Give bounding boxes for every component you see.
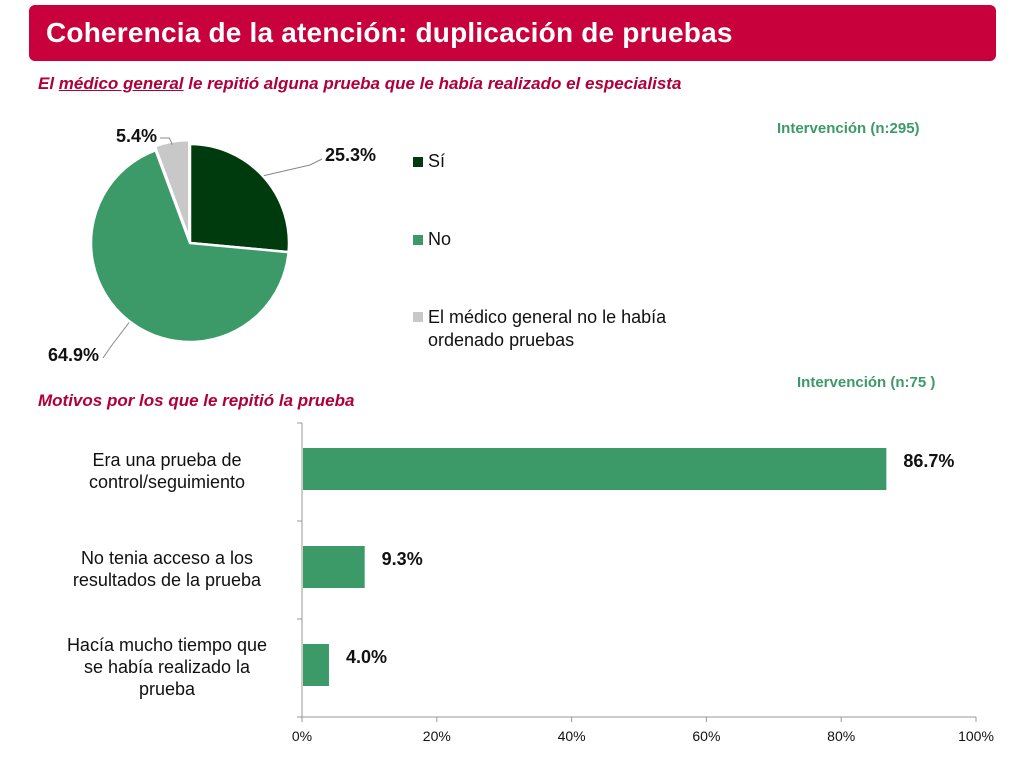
x-tick-label: 60% bbox=[692, 728, 720, 744]
pie-subtitle: El médico general le repitió alguna prue… bbox=[38, 74, 681, 94]
pie-subtitle-post: le repitió alguna prueba que le había re… bbox=[183, 74, 682, 93]
x-tick-label: 40% bbox=[558, 728, 586, 744]
bar-sample-size: Intervención (n:75 ) bbox=[797, 374, 936, 391]
pie-leader-line bbox=[263, 158, 323, 177]
bar-category-label: Era una prueba de control/seguimiento bbox=[47, 449, 287, 493]
pie-leader-line bbox=[160, 137, 173, 145]
pie-subtitle-pre: El bbox=[38, 74, 59, 93]
bar-value-label: 9.3% bbox=[382, 549, 423, 569]
category-2-line1: No tenia acceso a los bbox=[80, 548, 254, 568]
legend-swatch-si bbox=[413, 157, 423, 167]
bar bbox=[303, 644, 329, 686]
pie-slice-none bbox=[153, 138, 191, 240]
x-tick-label: 0% bbox=[292, 728, 312, 744]
page-title: Coherencia de la atención: duplicación d… bbox=[46, 17, 733, 48]
pie-label-none: 5.4% bbox=[116, 126, 157, 146]
bar-value-label: 86.7% bbox=[903, 451, 954, 471]
legend-label-none: El médico general no le había ordenado pr… bbox=[428, 306, 666, 352]
legend-item-si: Sí bbox=[413, 151, 445, 172]
legend-label-none-line1: El médico general no le había bbox=[428, 307, 667, 327]
legend-item-no: No bbox=[413, 229, 451, 250]
legend-label-none-line2: ordenado pruebas bbox=[428, 330, 575, 350]
legend-item-none: El médico general no le había ordenado pr… bbox=[413, 306, 666, 352]
bar-category-label: No tenia acceso a los resultados de la pr… bbox=[47, 547, 287, 591]
category-3-line2: se había realizado la bbox=[83, 657, 251, 677]
bar bbox=[303, 448, 887, 490]
pie-label-no: 64.9% bbox=[48, 345, 99, 365]
x-tick-label: 20% bbox=[423, 728, 451, 744]
legend-label-no: No bbox=[428, 229, 452, 249]
x-tick-label: 80% bbox=[827, 728, 855, 744]
legend-swatch-no bbox=[413, 235, 423, 245]
category-1-line2: control/seguimiento bbox=[88, 472, 246, 492]
pie-leader-line bbox=[102, 322, 130, 359]
pie-label-si: 25.3% bbox=[325, 145, 376, 165]
pie-slice-si bbox=[188, 142, 291, 254]
title-bar: Coherencia de la atención: duplicación d… bbox=[29, 5, 996, 61]
pie-chart: 25.3% 64.9% 5.4% bbox=[48, 126, 376, 365]
category-1-line1: Era una prueba de bbox=[92, 450, 242, 470]
category-3-line1: Hacía mucho tiempo que bbox=[66, 635, 268, 655]
category-2-line2: resultados de la prueba bbox=[72, 570, 262, 590]
legend-swatch-none bbox=[413, 312, 423, 322]
pie-sample-size: Intervención (n:295) bbox=[777, 120, 920, 137]
bar-category-label: Hacía mucho tiempo que se había realizado… bbox=[47, 634, 287, 700]
category-3-line3: prueba bbox=[138, 679, 196, 699]
pie-subtitle-underlined: médico general bbox=[58, 74, 184, 93]
legend-label-si: Sí bbox=[428, 151, 446, 171]
bar bbox=[303, 546, 365, 588]
bar-value-label: 4.0% bbox=[346, 647, 387, 667]
bar-subtitle: Motivos por los que le repitió la prueba bbox=[38, 391, 355, 410]
pie-slice-no bbox=[89, 148, 290, 344]
x-tick-label: 100% bbox=[958, 728, 994, 744]
